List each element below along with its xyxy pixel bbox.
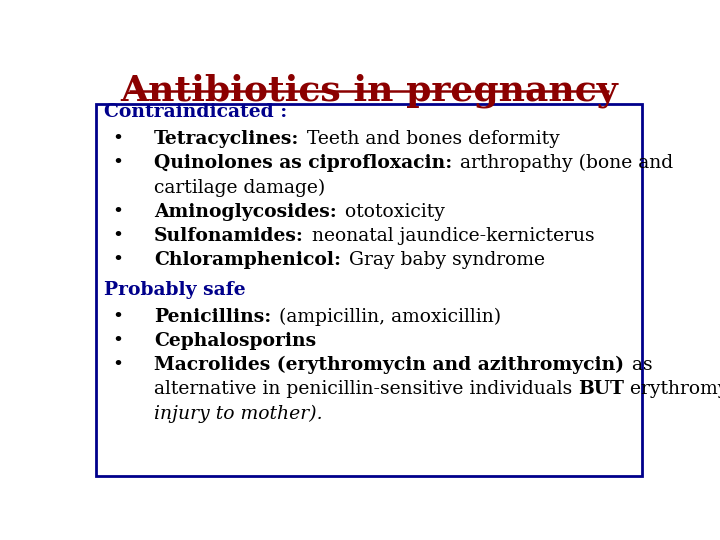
- Text: arthropathy (bone and: arthropathy (bone and: [454, 154, 673, 172]
- Text: Quinolones as ciprofloxacin:: Quinolones as ciprofloxacin:: [154, 154, 452, 172]
- Text: •: •: [112, 130, 123, 148]
- Text: (ampicillin, amoxicillin): (ampicillin, amoxicillin): [273, 308, 501, 326]
- Text: Aminoglycosides:: Aminoglycosides:: [154, 202, 337, 221]
- FancyBboxPatch shape: [96, 104, 642, 476]
- Text: •: •: [112, 251, 123, 269]
- Text: Chloramphenicol:: Chloramphenicol:: [154, 251, 341, 269]
- Text: •: •: [112, 154, 123, 172]
- Text: •: •: [112, 356, 123, 374]
- Text: Sulfonamides:: Sulfonamides:: [154, 227, 304, 245]
- Text: injury to mother).: injury to mother).: [154, 405, 323, 423]
- Text: Penicillins:: Penicillins:: [154, 308, 271, 326]
- Text: •: •: [112, 332, 123, 350]
- Text: Teeth and bones deformity: Teeth and bones deformity: [301, 130, 560, 148]
- Text: cartilage damage): cartilage damage): [154, 178, 325, 197]
- Text: ototoxicity: ototoxicity: [338, 202, 444, 221]
- Text: Tetracyclines:: Tetracyclines:: [154, 130, 300, 148]
- Text: •: •: [112, 227, 123, 245]
- Text: Antibiotics in pregnancy: Antibiotics in pregnancy: [120, 74, 618, 109]
- Text: neonatal jaundice-kernicterus: neonatal jaundice-kernicterus: [306, 227, 594, 245]
- Text: •: •: [112, 308, 123, 326]
- Text: alternative in penicillin-sensitive individuals: alternative in penicillin-sensitive indi…: [154, 381, 578, 399]
- Text: Gray baby syndrome: Gray baby syndrome: [343, 251, 545, 269]
- Text: BUT: BUT: [578, 381, 624, 399]
- Text: as: as: [626, 356, 652, 374]
- Text: erythromycin estolate should be avoided: erythromycin estolate should be avoided: [624, 381, 720, 399]
- Text: Macrolides (erythromycin and azithromycin): Macrolides (erythromycin and azithromyci…: [154, 356, 624, 374]
- Text: Probably safe: Probably safe: [104, 281, 246, 299]
- Text: Cephalosporins: Cephalosporins: [154, 332, 316, 350]
- Text: •: •: [112, 202, 123, 221]
- Text: Contraindicated :: Contraindicated :: [104, 103, 287, 121]
